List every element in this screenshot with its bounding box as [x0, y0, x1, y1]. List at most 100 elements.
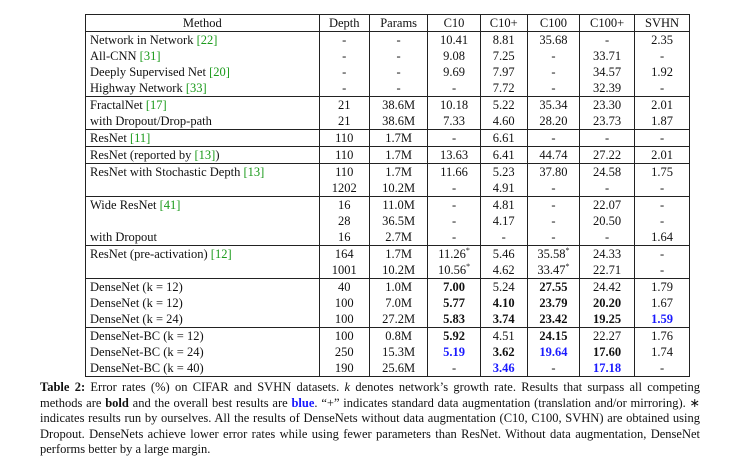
footnote-mark: *: [466, 261, 471, 271]
value-cell: 4.81: [479, 196, 528, 213]
value-cell: 23.30: [579, 96, 636, 113]
value-cell: 1001: [318, 262, 370, 279]
value-cell: 20.20: [579, 295, 636, 311]
value-cell: 19.64: [526, 344, 581, 360]
value-cell: 1202: [318, 180, 370, 197]
citation: [17]: [145, 98, 167, 112]
value-cell: -: [634, 129, 690, 147]
value-cell: -: [427, 213, 481, 229]
cell-text: 11.26: [438, 247, 466, 261]
value-cell: -: [634, 213, 690, 229]
value-cell: 24.15: [526, 327, 581, 344]
value-cell: 4.17: [479, 213, 528, 229]
cell-text: 1.59: [651, 312, 673, 326]
value-cell: 1.76: [634, 327, 690, 344]
value-cell: 24.58: [579, 163, 636, 180]
value-cell: -: [634, 180, 690, 197]
caption-segment: bold: [105, 395, 129, 410]
value-cell: 110: [318, 163, 370, 180]
value-cell: -: [427, 360, 481, 377]
column-header: C10: [427, 14, 481, 32]
citation: [11]: [129, 131, 151, 145]
value-cell: 1.59: [634, 311, 690, 328]
value-cell: 32.39: [579, 80, 636, 97]
value-cell: 9.69: [427, 64, 481, 80]
value-cell: 17.18: [579, 360, 636, 377]
value-cell: 40: [318, 278, 370, 295]
cell-text: 19.25: [593, 312, 622, 326]
value-cell: 110: [318, 129, 370, 147]
method-cell: with Dropout/Drop-path: [85, 113, 320, 130]
value-cell: -: [526, 360, 581, 377]
value-cell: -: [427, 80, 481, 97]
method-cell: All-CNN [31]: [85, 48, 320, 64]
value-cell: 28: [318, 213, 370, 229]
method-cell: DenseNet-BC (k = 24): [85, 344, 320, 360]
row-group: DenseNet (k = 12) 40 1.0M 7.00 5.24 27.55 24.4…: [85, 278, 690, 328]
value-cell: 7.0M: [368, 295, 429, 311]
value-cell: 4.91: [479, 180, 528, 197]
value-cell: 6.61: [479, 129, 528, 147]
value-cell: 33.47*: [526, 262, 581, 279]
value-cell: 16: [318, 229, 370, 246]
value-cell: -: [318, 48, 370, 64]
value-cell: -: [427, 196, 481, 213]
table-row: Deeply Supervised Net [20] - -9.69 7.97-34.…: [85, 64, 690, 80]
value-cell: -: [526, 180, 581, 197]
value-cell: -: [318, 64, 370, 80]
table-row: Highway Network [33] - - -7.72-32.39-: [85, 80, 690, 97]
value-cell: 3.74: [479, 311, 528, 328]
method-cell: ResNet [11]: [85, 129, 320, 147]
value-cell: 2.35: [634, 31, 690, 48]
value-cell: 0.8M: [368, 327, 429, 344]
value-cell: 2.7M: [368, 229, 429, 246]
citation: [31]: [139, 49, 161, 63]
citation: [20]: [209, 65, 230, 79]
value-cell: 11.66: [427, 163, 481, 180]
value-cell: 100: [318, 327, 370, 344]
row-group: ResNet (pre-activation) [12] 164 1.7M 11.26…: [85, 245, 690, 279]
value-cell: 10.41: [427, 31, 481, 48]
method-cell: [85, 180, 320, 197]
value-cell: 7.33: [427, 113, 481, 130]
value-cell: 35.34: [526, 96, 581, 113]
table-row: Wide ResNet [41] 16 11.0M -4.81-22.07-: [85, 196, 690, 213]
method-cell: ResNet (reported by [13]): [85, 146, 320, 164]
cell-text: FractalNet: [90, 98, 143, 112]
cell-text: 5.83: [443, 312, 465, 326]
caption-segment: blue: [291, 395, 315, 410]
footnote-mark: *: [565, 245, 570, 255]
cell-text: 5.92: [443, 329, 465, 343]
table-row: FractalNet [17] 21 38.6M 10.18 5.22 35.34 23.3…: [85, 96, 690, 113]
value-cell: 4.60: [479, 113, 528, 130]
table-row: 1001 10.2M 10.56* 4.62 33.47* 22.71-: [85, 261, 690, 279]
value-cell: -: [427, 229, 481, 246]
table-row: ResNet [11] 110 1.7M -6.61- - -: [85, 129, 690, 147]
value-cell: 100: [318, 311, 370, 328]
value-cell: 7.25: [479, 48, 528, 64]
cell-text: Wide ResNet: [90, 198, 157, 212]
cell-text: 5.77: [443, 296, 465, 310]
method-cell: DenseNet-BC (k = 40): [85, 360, 320, 377]
value-cell: 10.2M: [368, 180, 429, 197]
table-row: DenseNet-BC (k = 12) 100 0.8M 5.92 4.51 24.15…: [85, 327, 690, 344]
value-cell: 28.20: [526, 113, 581, 130]
value-cell: 100: [318, 295, 370, 311]
value-cell: 1.7M: [368, 146, 429, 164]
row-group: ResNet (reported by [13]) 110 1.7M 13.63 6.4…: [85, 146, 690, 164]
cell-text: 3.74: [492, 312, 515, 326]
value-cell: 36.5M: [368, 213, 429, 229]
value-cell: 37.80: [526, 163, 581, 180]
table-row: ResNet (reported by [13]) 110 1.7M 13.63 6.4…: [85, 146, 690, 164]
cell-text: Network in Network: [90, 33, 194, 47]
cell-text: 10.56: [437, 263, 467, 277]
column-header: SVHN: [634, 14, 690, 32]
caption-segment: Error rates (%) on CIFAR and SVHN datase…: [85, 380, 345, 394]
value-cell: 25.6M: [368, 360, 429, 377]
table-row: Network in Network [22] - -10.41 8.81 35.68-…: [85, 31, 690, 48]
value-cell: -: [634, 360, 690, 377]
value-cell: 2.01: [634, 96, 690, 113]
caption: Table 2: Error rates (%) on CIFAR and SV…: [40, 380, 700, 458]
table-row: DenseNet-BC (k = 24) 250 15.3M 5.19 3.62 19.6…: [85, 344, 690, 360]
